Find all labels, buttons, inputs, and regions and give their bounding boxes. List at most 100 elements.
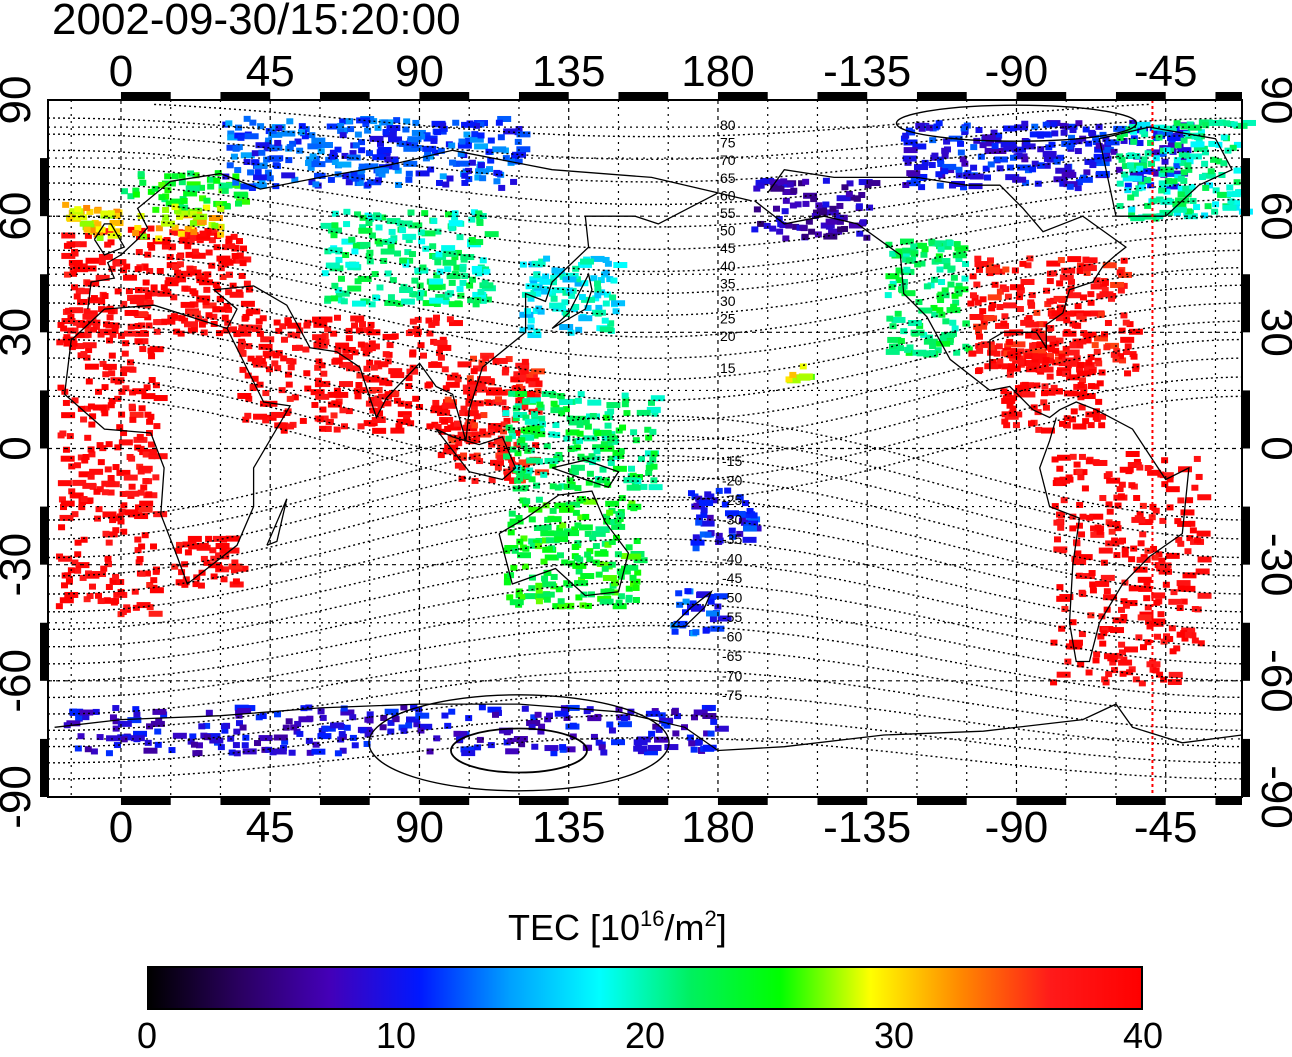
tec-cell: [324, 248, 332, 255]
tec-cell: [140, 484, 148, 491]
axis-bar-bottom: [518, 797, 569, 805]
tec-cell: [501, 369, 509, 376]
tec-cell: [1121, 546, 1129, 553]
tec-cell: [1097, 633, 1105, 640]
tec-cell: [132, 191, 140, 198]
tec-cell: [590, 255, 605, 262]
x-tick-label-bottom: 135: [532, 803, 605, 852]
tec-cell: [950, 274, 958, 281]
tec-cell: [225, 271, 233, 278]
tec-cell: [1116, 203, 1124, 210]
tec-cell: [142, 279, 150, 286]
tec-cell: [61, 232, 76, 239]
tec-cell: [376, 410, 384, 417]
tec-cell: [429, 297, 444, 304]
tec-cell: [1159, 150, 1167, 157]
tec-cell: [1092, 414, 1100, 421]
tec-cell: [246, 308, 261, 315]
tec-cell: [498, 184, 506, 191]
tec-cell: [522, 414, 530, 421]
tec-cell: [263, 400, 278, 407]
tec-cell: [1087, 354, 1095, 361]
tec-cell: [1089, 587, 1097, 594]
y-tick-label-right: -30: [1252, 533, 1292, 597]
tec-cell: [1119, 357, 1127, 364]
tec-cell: [366, 359, 374, 366]
tec-cell: [724, 487, 732, 494]
tec-cell: [613, 453, 621, 460]
tec-cell: [185, 251, 193, 258]
tec-cell: [985, 267, 1000, 274]
tec-cell: [463, 131, 471, 138]
tec-cell: [1162, 581, 1170, 588]
tec-cell: [1197, 640, 1205, 647]
tec-cell: [621, 392, 629, 399]
tec-cell: [96, 734, 104, 741]
tec-cell: [273, 319, 281, 326]
tec-cell: [1066, 183, 1074, 190]
tec-cell: [136, 433, 144, 440]
tec-cell: [285, 381, 293, 388]
tec-cell: [58, 496, 66, 503]
tec-cell: [516, 552, 531, 559]
tec-cell: [633, 739, 648, 746]
tec-cell: [85, 572, 100, 579]
tec-cell: [1021, 143, 1036, 150]
tec-cell: [286, 395, 294, 402]
tec-cell: [68, 463, 76, 470]
tec-cell: [951, 292, 959, 299]
tec-cell: [416, 294, 424, 301]
tec-cell: [197, 582, 205, 589]
tec-cell: [574, 485, 582, 492]
tec-cell: [1091, 342, 1099, 349]
tec-cell: [1177, 147, 1192, 154]
tec-cell: [62, 399, 70, 406]
tec-cell: [1193, 204, 1201, 211]
tec-cell: [1058, 625, 1066, 632]
tec-cell: [316, 416, 324, 423]
tec-cell: [394, 181, 402, 188]
tec-cell: [519, 261, 527, 268]
tec-cell: [1009, 142, 1017, 149]
tec-cell: [1177, 585, 1185, 592]
tec-cell: [152, 474, 160, 481]
tec-cell: [1182, 152, 1190, 159]
tec-cell: [524, 308, 532, 315]
tec-cell: [221, 314, 229, 321]
tec-cell: [403, 160, 418, 167]
tec-cell: [527, 317, 535, 324]
tec-cell: [258, 149, 266, 156]
tec-cell: [1133, 566, 1148, 573]
tec-cell: [219, 274, 227, 281]
tec-cell: [1136, 121, 1151, 128]
tec-cell: [984, 174, 992, 181]
tec-cell: [785, 376, 793, 383]
tec-cell: [362, 375, 370, 382]
tec-cell: [147, 441, 155, 448]
tec-cell: [975, 127, 983, 134]
tec-cell: [138, 405, 146, 412]
tec-cell: [1088, 383, 1096, 390]
tec-cell: [1053, 158, 1061, 165]
tec-cell: [545, 712, 553, 719]
tec-cell: [528, 724, 536, 731]
tec-cell: [567, 483, 575, 490]
tec-cell: [112, 527, 120, 534]
tec-cell: [330, 412, 338, 419]
tec-cell: [1120, 656, 1128, 663]
tec-cell: [914, 261, 922, 268]
tec-cell: [127, 294, 135, 301]
tec-cell: [470, 404, 478, 411]
colorbar: [147, 966, 1143, 1010]
tec-cell: [902, 182, 910, 189]
tec-cell: [1180, 598, 1188, 605]
tec-cell: [1050, 384, 1058, 391]
tec-cell: [195, 273, 203, 280]
tec-cell: [520, 535, 528, 542]
tec-cell: [342, 347, 350, 354]
tec-cell: [963, 172, 971, 179]
tec-cell: [1070, 138, 1078, 145]
tec-cell: [779, 222, 787, 229]
tec-cell: [331, 282, 339, 289]
tec-cell: [219, 547, 227, 554]
